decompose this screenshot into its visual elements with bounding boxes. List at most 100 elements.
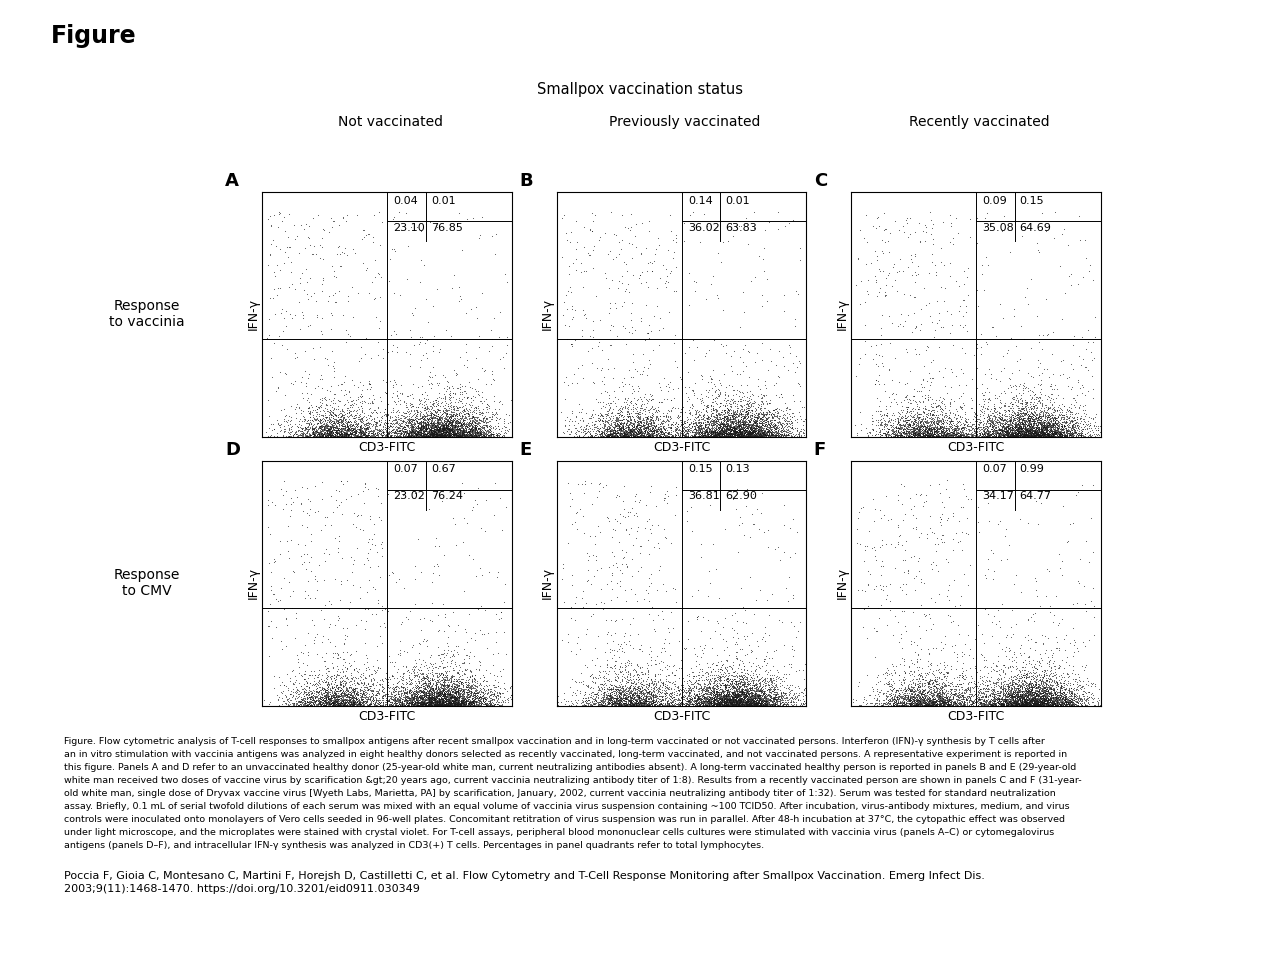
Point xyxy=(369,692,389,708)
Point xyxy=(429,411,449,426)
Point xyxy=(424,424,444,440)
Point xyxy=(420,695,440,710)
Point xyxy=(396,417,416,432)
Point xyxy=(1084,698,1105,713)
Point xyxy=(739,685,759,701)
Point xyxy=(908,683,928,698)
Point xyxy=(713,397,733,413)
Point xyxy=(1056,694,1076,709)
Point xyxy=(974,685,995,701)
Point xyxy=(467,418,488,433)
Point xyxy=(554,317,575,332)
Point xyxy=(1048,427,1069,443)
Point xyxy=(634,423,654,439)
Point xyxy=(644,697,664,712)
Point xyxy=(317,684,338,700)
Point xyxy=(628,418,649,433)
Point xyxy=(444,696,465,711)
Point xyxy=(317,421,338,437)
Point xyxy=(896,415,916,430)
Point xyxy=(425,427,445,443)
Point xyxy=(334,694,355,709)
Point xyxy=(1043,324,1064,340)
Point xyxy=(325,698,346,713)
Point xyxy=(920,420,941,436)
Point xyxy=(607,694,627,709)
Point xyxy=(626,693,646,708)
Point xyxy=(1015,400,1036,416)
Point xyxy=(934,409,955,424)
Point xyxy=(745,426,765,442)
Point xyxy=(602,426,622,442)
Point xyxy=(749,681,769,696)
Point xyxy=(329,427,349,443)
Point xyxy=(559,279,580,295)
Point xyxy=(421,420,442,436)
Point xyxy=(422,671,443,686)
Point xyxy=(415,680,435,695)
Point xyxy=(449,677,470,692)
Point xyxy=(730,423,750,439)
Point xyxy=(750,414,771,429)
Point xyxy=(974,635,995,650)
Point xyxy=(1024,695,1044,710)
Point xyxy=(763,406,783,421)
Point xyxy=(754,408,774,423)
Point xyxy=(317,691,338,707)
Point xyxy=(748,424,768,440)
Point xyxy=(703,424,723,440)
Point xyxy=(913,422,933,438)
Point xyxy=(984,388,1005,403)
Point xyxy=(259,555,279,570)
Point xyxy=(631,427,652,443)
Point xyxy=(468,406,489,421)
Point xyxy=(895,425,915,441)
Point xyxy=(596,697,617,712)
Point xyxy=(439,420,460,435)
Point xyxy=(372,429,393,444)
Point xyxy=(389,419,410,434)
Point xyxy=(301,698,321,713)
Point xyxy=(635,684,655,700)
Point xyxy=(329,429,349,444)
Point xyxy=(468,425,489,441)
Point xyxy=(1042,687,1062,703)
Point xyxy=(929,690,950,706)
Point xyxy=(1052,695,1073,710)
Point xyxy=(709,687,730,703)
Point xyxy=(590,697,611,712)
Point xyxy=(301,692,321,708)
Point xyxy=(280,692,301,708)
Point xyxy=(435,690,456,706)
Point xyxy=(650,696,671,711)
Point xyxy=(410,417,430,432)
Point xyxy=(444,684,465,699)
Point xyxy=(1009,412,1029,427)
Point xyxy=(1024,660,1044,675)
Point xyxy=(723,690,744,706)
Point xyxy=(865,243,886,258)
Point xyxy=(389,695,410,710)
Point xyxy=(881,512,901,527)
Point xyxy=(873,425,893,441)
Point xyxy=(604,419,625,434)
Point xyxy=(358,689,379,705)
Point xyxy=(447,413,467,428)
Point xyxy=(608,697,628,712)
Point xyxy=(387,692,407,708)
Point xyxy=(330,694,351,709)
Point xyxy=(424,427,444,443)
Point xyxy=(739,695,759,710)
Point xyxy=(582,402,603,418)
Point xyxy=(732,429,753,444)
Point xyxy=(338,404,358,420)
Point xyxy=(995,693,1015,708)
Point xyxy=(417,415,438,430)
Point xyxy=(751,410,772,425)
Point xyxy=(910,420,931,436)
Point xyxy=(714,695,735,710)
Point xyxy=(890,405,910,420)
Point xyxy=(1027,675,1047,690)
Point xyxy=(1001,698,1021,713)
Point xyxy=(768,221,788,236)
